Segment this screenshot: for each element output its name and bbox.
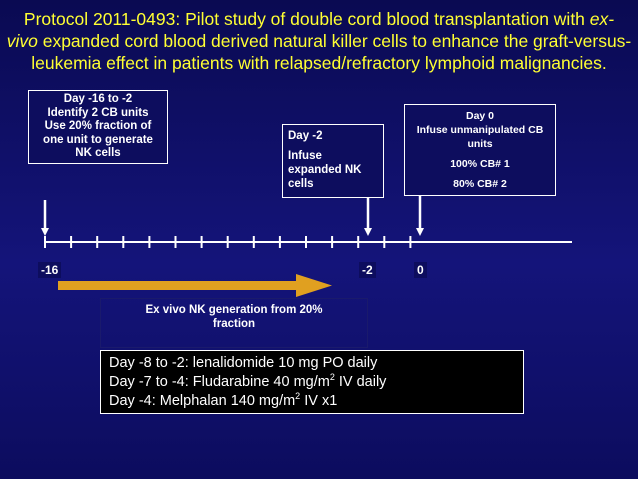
box-day0-line1: Day 0	[465, 110, 495, 122]
box-conditioning-regimen: Day -8 to -2: lenalidomide 10 mg PO dail…	[100, 350, 524, 414]
title-line1-italic: ex-	[589, 9, 615, 29]
regimen-line2: Day -7 to -4: Fludarabine 40 mg/m2 IV da…	[109, 372, 387, 390]
title-line3: leukemia effect in patients with relapse…	[31, 53, 607, 73]
box-day2-line4: cells	[288, 178, 314, 190]
tick-label-minus-16: -16	[38, 262, 62, 278]
regimen-line1: Day -8 to -2: lenalidomide 10 mg PO dail…	[109, 355, 378, 371]
box-day0-line5: 80% CB# 2	[453, 178, 507, 190]
box-day16-line4: one unit to generate	[43, 133, 153, 146]
box-day16-line1: Day -16 to -2	[63, 93, 133, 105]
box-day-0: Day 0 Infuse unmanipulated CB units 100%…	[404, 104, 556, 196]
title-line1-prefix: Protocol 2011-0493: Pilot study of doubl…	[23, 9, 590, 29]
title-line2-rest: expanded cord blood derived natural kill…	[37, 31, 632, 51]
box-day0-line2: Infuse unmanipulated CB	[416, 124, 544, 136]
nk-generation-arrow	[58, 274, 332, 297]
box-nkgen-line2: fraction	[212, 318, 256, 330]
page-title: Protocol 2011-0493: Pilot study of doubl…	[4, 8, 634, 74]
regimen-line3: Day -4: Melphalan 140 mg/m2 IV x1	[109, 391, 338, 409]
box-day16-line2: Identify 2 CB units	[47, 106, 149, 119]
tick-label-minus-2: -2	[359, 262, 376, 278]
tick-label-0: 0	[414, 262, 427, 278]
box-nkgen-line1: Ex vivo NK generation from 20%	[145, 304, 323, 316]
box-day2-line3: expanded NK	[288, 164, 362, 176]
box-day-minus-2: Day -2 Infuse expanded NK cells	[282, 124, 384, 198]
box-day2-line2: Infuse	[288, 150, 322, 162]
box-day16-line5: NK cells	[75, 147, 121, 159]
title-line2-italic: vivo	[6, 31, 38, 51]
box-day2-line1: Day -2	[288, 130, 323, 142]
box-day-16-to-2: Day -16 to -2 Identify 2 CB units Use 20…	[28, 90, 168, 164]
box-day0-line3: units	[467, 138, 493, 150]
box-nk-generation: Ex vivo NK generation from 20% fraction	[100, 298, 368, 348]
box-day16-line3: Use 20% fraction of	[44, 120, 152, 132]
box-day0-line4: 100% CB# 1	[450, 158, 510, 170]
